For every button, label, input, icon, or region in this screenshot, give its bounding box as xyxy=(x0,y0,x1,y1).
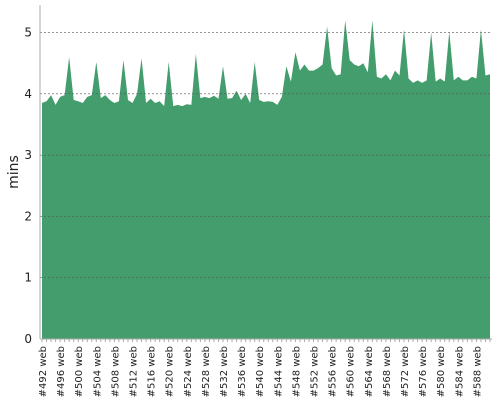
y-tick-label: 3 xyxy=(24,148,32,162)
x-tick-label: #544 web xyxy=(273,346,284,397)
x-tick-label: #492 web xyxy=(38,346,49,397)
x-tick-label: #540 web xyxy=(255,346,266,397)
x-tick-label: #528 web xyxy=(201,346,212,397)
x-tick-label: #532 web xyxy=(219,346,230,397)
x-tick-label: #524 web xyxy=(183,346,194,397)
y-tick-label: 2 xyxy=(24,209,32,223)
x-tick-label: #500 web xyxy=(74,346,85,397)
x-tick-label: #520 web xyxy=(165,346,176,397)
y-tick-label: 0 xyxy=(24,332,32,346)
x-tick-label: #496 web xyxy=(56,346,67,397)
y-tick-label: 5 xyxy=(24,26,32,40)
x-tick-label: #516 web xyxy=(147,346,158,397)
y-axis-label: mins xyxy=(6,155,22,189)
y-tick-label: 1 xyxy=(24,271,32,285)
x-tick-label: #564 web xyxy=(364,346,375,397)
x-tick-label: #588 web xyxy=(472,346,483,397)
x-tick-label: #512 web xyxy=(129,346,140,397)
x-tick-label: #584 web xyxy=(454,346,465,397)
x-tick-label: #556 web xyxy=(328,346,339,397)
x-tick-label: #548 web xyxy=(291,346,302,397)
x-tick-label: #536 web xyxy=(237,346,248,397)
x-tick-label: #508 web xyxy=(110,346,121,397)
x-tick-label: #580 web xyxy=(436,346,447,397)
area xyxy=(42,20,490,339)
x-tick-label: #504 web xyxy=(92,346,103,397)
y-tick-label: 4 xyxy=(24,87,32,101)
x-tick-label: #568 web xyxy=(382,346,393,397)
x-tick-label: #576 web xyxy=(418,346,429,397)
x-tick-label: #552 web xyxy=(310,346,321,397)
x-tick-label: #560 web xyxy=(346,346,357,397)
x-tick-label: #572 web xyxy=(400,346,411,397)
